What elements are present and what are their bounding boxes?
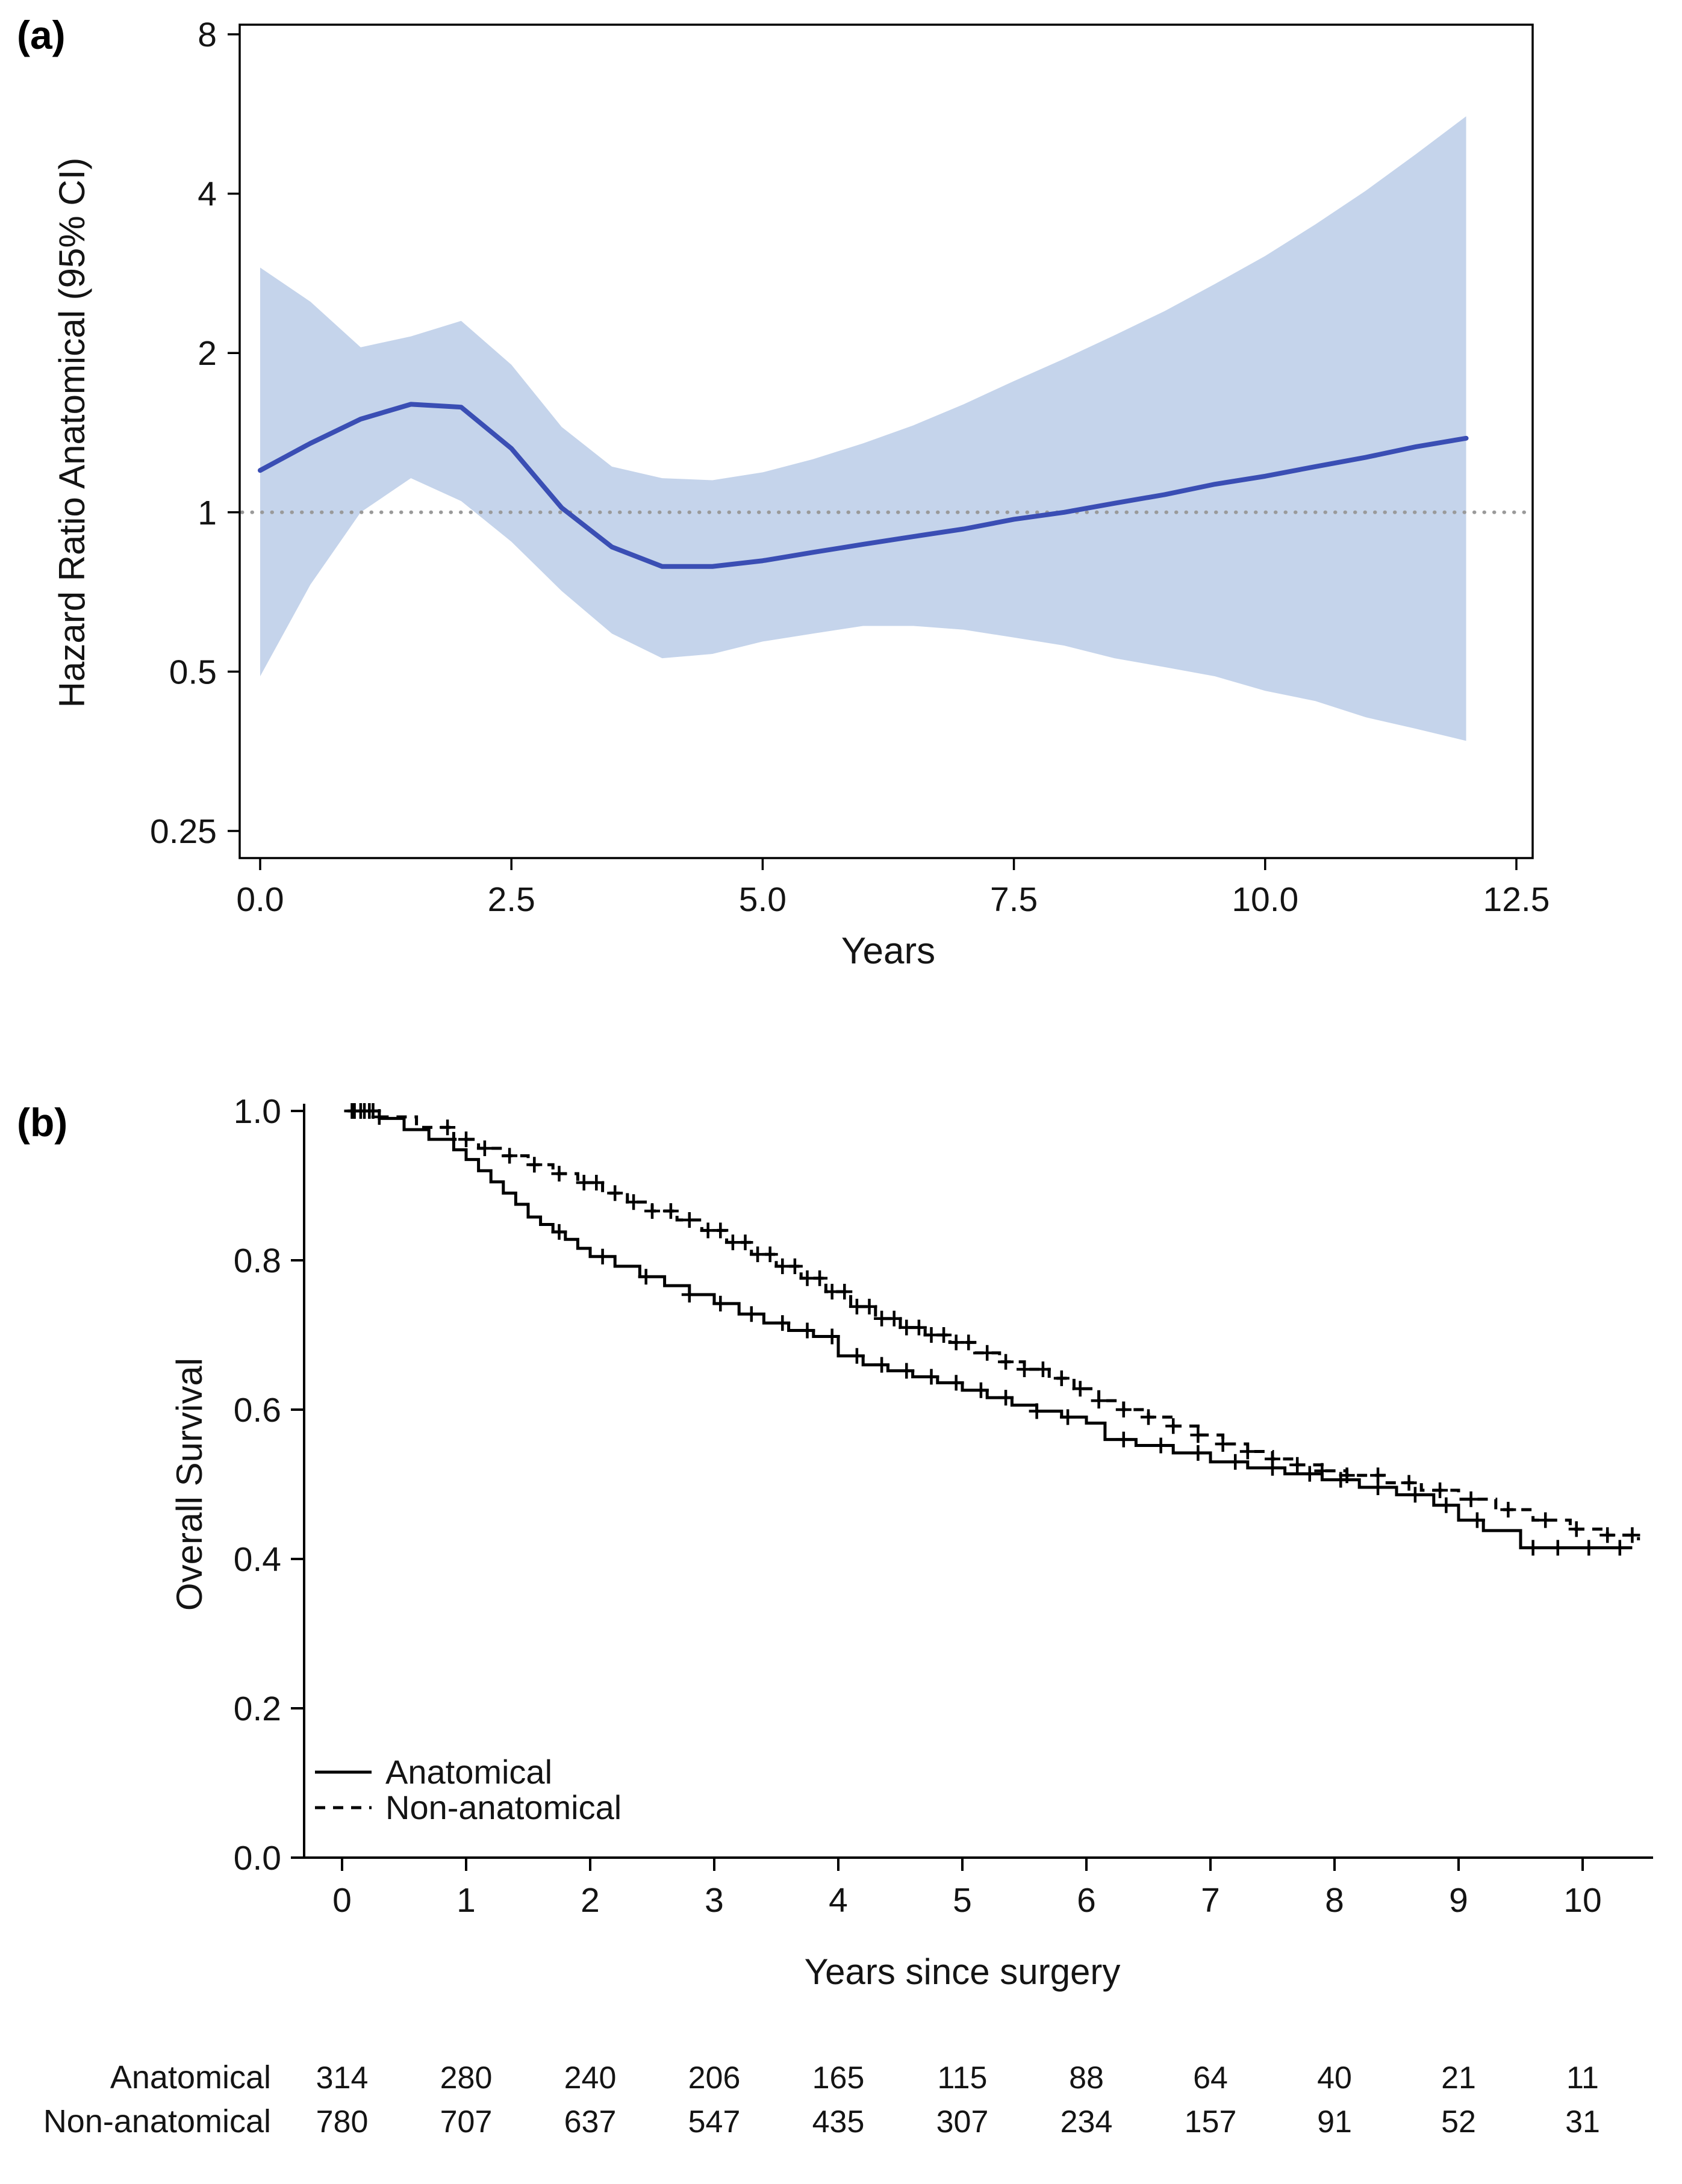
y-tick-label: 1 bbox=[198, 494, 217, 532]
x-tick-label: 9 bbox=[1449, 1881, 1468, 1920]
risk-count: 52 bbox=[1441, 2105, 1476, 2139]
y-tick-label: 2 bbox=[198, 334, 217, 373]
y-tick-label: 0.0 bbox=[234, 1839, 281, 1878]
risk-row-label: Anatomical bbox=[110, 2059, 271, 2095]
risk-count: 780 bbox=[316, 2105, 369, 2139]
risk-count: 314 bbox=[316, 2061, 369, 2095]
risk-count: 88 bbox=[1069, 2061, 1104, 2095]
risk-count: 31 bbox=[1565, 2105, 1600, 2139]
x-tick-label: 5 bbox=[953, 1881, 972, 1920]
x-axis-title: Years since surgery bbox=[805, 1952, 1121, 1992]
y-tick-label: 0.2 bbox=[234, 1690, 281, 1728]
risk-count: 115 bbox=[938, 2061, 988, 2095]
y-axis-title: Overall Survival bbox=[169, 1358, 210, 1611]
risk-count: 240 bbox=[564, 2061, 617, 2095]
x-tick-label: 2 bbox=[581, 1881, 600, 1920]
legend-label: Non-anatomical bbox=[385, 1788, 621, 1826]
confidence-band bbox=[260, 116, 1466, 741]
risk-count: 206 bbox=[688, 2061, 741, 2095]
legend-label: Anatomical bbox=[385, 1753, 552, 1791]
x-tick-label: 7 bbox=[1201, 1881, 1220, 1920]
risk-count: 21 bbox=[1441, 2061, 1476, 2095]
x-tick-label: 3 bbox=[705, 1881, 724, 1920]
risk-count: 64 bbox=[1193, 2061, 1228, 2095]
risk-count: 40 bbox=[1317, 2061, 1352, 2095]
risk-count: 11 bbox=[1566, 2061, 1599, 2095]
x-tick-label: 0.0 bbox=[236, 880, 284, 919]
risk-count: 234 bbox=[1061, 2105, 1113, 2139]
risk-count: 637 bbox=[564, 2105, 617, 2139]
x-tick-label: 7.5 bbox=[990, 880, 1038, 919]
risk-count: 307 bbox=[936, 2105, 989, 2139]
hazard-ratio-line bbox=[258, 402, 1469, 569]
risk-row-label: Non-anatomical bbox=[43, 2103, 271, 2139]
x-axis-title: Years bbox=[841, 930, 935, 972]
y-tick-label: 0.8 bbox=[234, 1242, 281, 1280]
risk-count: 165 bbox=[812, 2061, 865, 2095]
risk-count: 435 bbox=[812, 2105, 865, 2139]
risk-count: 547 bbox=[688, 2105, 741, 2139]
risk-count: 91 bbox=[1317, 2105, 1352, 2139]
x-tick-label: 12.5 bbox=[1483, 880, 1550, 919]
x-tick-label: 1 bbox=[456, 1881, 476, 1920]
hazard-ratio-chart: 8 4 2 1 0.5 0.25 0.0 2.5 5.0 7.5 10.0 12.5 Hazard Ra… bbox=[52, 16, 1550, 972]
x-tick-label: 8 bbox=[1325, 1881, 1344, 1920]
risk-count: 280 bbox=[440, 2061, 493, 2095]
x-tick-label: 10 bbox=[1563, 1881, 1601, 1920]
y-axis-title: Hazard Ratio Anatomical (95% CI) bbox=[52, 158, 92, 708]
plot-border bbox=[238, 23, 1534, 859]
risk-count: 157 bbox=[1185, 2105, 1237, 2139]
kaplan-meier-chart: 1.00.80.60.40.20.00 1 2 3 4 5 6 7 8 9 10Anatomical… bbox=[43, 1092, 1653, 2139]
panel-b-label: (b) bbox=[17, 1100, 68, 1145]
risk-count: 707 bbox=[440, 2105, 493, 2139]
y-tick-label: 4 bbox=[198, 175, 217, 214]
x-tick-label: 5.0 bbox=[739, 880, 786, 919]
x-tick-label: 0 bbox=[332, 1881, 352, 1920]
y-tick-label: 8 bbox=[198, 16, 217, 54]
panel-a-label: (a) bbox=[17, 13, 66, 57]
km-curve-anatomical bbox=[348, 1109, 1633, 1549]
km-curve-non-anatomical bbox=[348, 1109, 1640, 1540]
x-tick-label: 10.0 bbox=[1232, 880, 1298, 919]
y-tick-label: 1.0 bbox=[234, 1092, 281, 1131]
y-tick-label: 0.5 bbox=[169, 653, 217, 691]
x-tick-label: 4 bbox=[829, 1881, 848, 1920]
y-tick-label: 0.4 bbox=[234, 1540, 281, 1579]
y-tick-label: 0.6 bbox=[234, 1391, 281, 1430]
y-tick-label: 0.25 bbox=[150, 812, 217, 851]
x-tick-label: 2.5 bbox=[488, 880, 535, 919]
x-tick-label: 6 bbox=[1077, 1881, 1096, 1920]
